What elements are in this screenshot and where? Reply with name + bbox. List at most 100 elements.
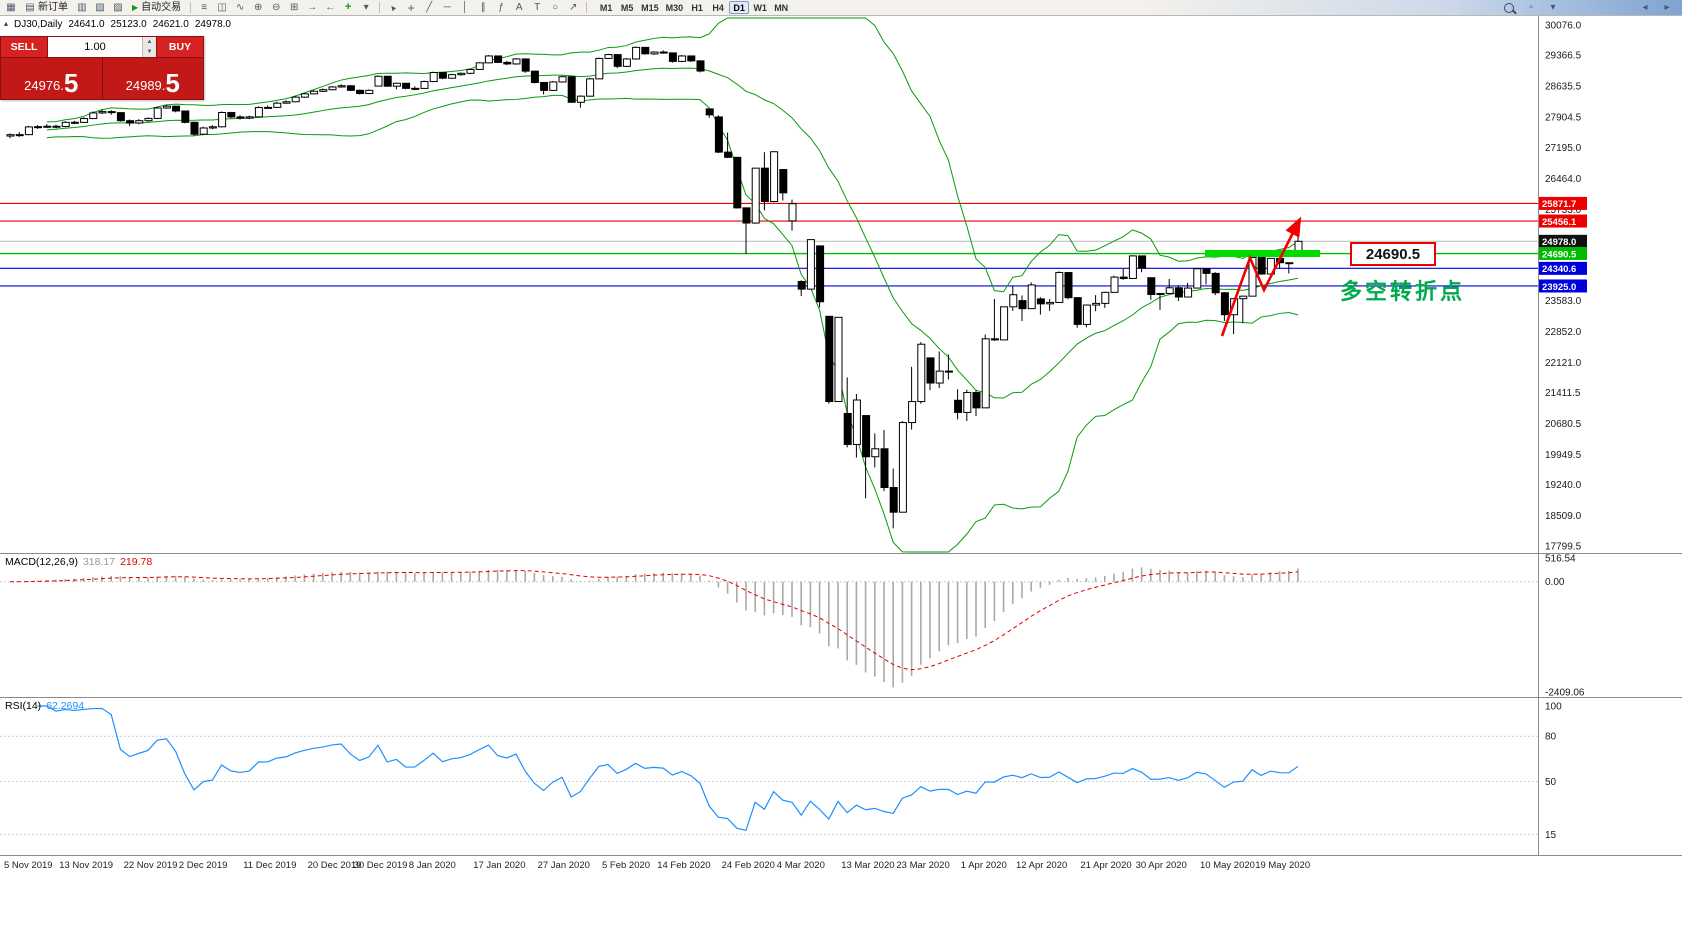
- red-trend-arrow[interactable]: [1220, 216, 1302, 337]
- candle-body: [208, 126, 217, 129]
- candle-body: [70, 121, 79, 124]
- candle: [576, 95, 585, 108]
- buy-price-frac: 5: [165, 67, 180, 98]
- macd-name: MACD(12,26,9): [5, 556, 78, 568]
- price-divider: [101, 58, 103, 99]
- candle: [944, 354, 953, 380]
- indicators-icon[interactable]: +: [344, 1, 352, 13]
- volume-increase-button[interactable]: ▲: [146, 39, 153, 45]
- text-icon[interactable]: A: [515, 1, 523, 13]
- new-chart-icon[interactable]: ▫: [1529, 1, 1533, 13]
- candle-body: [549, 81, 558, 91]
- timeframe-D1[interactable]: D1: [729, 1, 750, 14]
- timeframe-H4[interactable]: H4: [708, 1, 728, 14]
- time-axis[interactable]: 5 Nov 2019 13 Nov 2019 22 Nov 2019 2 Dec 20…: [4, 860, 1310, 871]
- channel-icon[interactable]: ∥: [480, 1, 486, 13]
- auto-scroll-icon[interactable]: →: [307, 1, 318, 13]
- candle: [80, 117, 89, 123]
- price-tag: [1539, 261, 1587, 275]
- support-level-label[interactable]: 24690.5: [1350, 242, 1436, 266]
- new-order-button[interactable]: ▤ 新订单: [21, 1, 72, 15]
- price-tag: [1539, 279, 1587, 293]
- buy-price[interactable]: 24989. 5: [103, 58, 204, 99]
- chart-icon[interactable]: ▦: [6, 1, 16, 13]
- toolbar-separator: [190, 2, 192, 13]
- candle-body: [365, 89, 374, 95]
- toolbar-separator: [586, 2, 588, 13]
- timeframe-M30[interactable]: M30: [663, 1, 687, 14]
- candle-body: [576, 95, 585, 103]
- timeframe-M15[interactable]: M15: [638, 1, 662, 14]
- date-label: 13 Mar 2020: [841, 860, 894, 871]
- chart-shift-icon[interactable]: ←: [325, 1, 336, 13]
- timeframe-M5[interactable]: M5: [617, 1, 637, 14]
- zoom-out-icon[interactable]: ⊖: [271, 1, 281, 13]
- search-icon[interactable]: [1501, 1, 1517, 15]
- vertical-line-icon[interactable]: │: [462, 1, 469, 13]
- trendline-icon[interactable]: ╱: [426, 1, 433, 13]
- candle: [494, 55, 503, 64]
- arrows-icon[interactable]: ↗: [568, 1, 578, 13]
- candle: [926, 357, 935, 391]
- price-axis-label: 22852.0: [1545, 327, 1582, 338]
- green-zone-bar[interactable]: [1205, 250, 1320, 257]
- indicator-list-icon[interactable]: ▾: [363, 1, 369, 13]
- ohlc-close: 24978.0: [194, 19, 231, 30]
- candle-body: [540, 81, 549, 91]
- candle-body: [1174, 287, 1183, 298]
- shapes-icon[interactable]: ○: [552, 1, 559, 13]
- candle-body: [1239, 295, 1248, 300]
- sell-price[interactable]: 24976. 5: [1, 58, 102, 99]
- ohlc-open: 24641.0: [68, 19, 105, 30]
- candle-body: [199, 127, 208, 135]
- candle-body: [300, 93, 309, 98]
- horizontal-line-icon[interactable]: ─: [443, 1, 451, 13]
- turning-point-annotation[interactable]: 多空转折点: [1340, 279, 1466, 304]
- zoom-in-icon[interactable]: ⊕: [253, 1, 263, 13]
- candle-body: [144, 117, 153, 122]
- autotrading-button[interactable]: ▶ 自动交易: [128, 1, 185, 15]
- timeframe-M1[interactable]: M1: [596, 1, 616, 14]
- candlestick-chart-icon[interactable]: ◫: [217, 1, 227, 13]
- price-axis-label: 23583.0: [1545, 296, 1582, 307]
- line-chart-icon[interactable]: ∿: [235, 1, 245, 13]
- bar-chart-icon[interactable]: ≡: [201, 1, 208, 13]
- volume-input[interactable]: [48, 37, 142, 57]
- price-axis[interactable]: 30076.0 29366.5 28635.5 27904.5 27195.0 26464…: [1539, 21, 1587, 553]
- bollinger-bands: [46, 17, 1299, 553]
- candle-body: [383, 75, 392, 87]
- profiles-icon[interactable]: ▧: [95, 1, 105, 13]
- candle: [1082, 304, 1091, 328]
- candle: [236, 115, 245, 120]
- toolbar: ▦ ▤ 新订单 ▥ ▧ ▨ ▶ 自动交易 ≡ ◫ ∿ ⊕ ⊖ ⊞ → ← + ▾…: [0, 0, 1682, 16]
- window-menu-icon[interactable]: ▾: [1550, 1, 1556, 13]
- crosshair-icon[interactable]: +: [407, 0, 415, 15]
- cursor-icon[interactable]: ▲: [386, 1, 399, 14]
- rsi-value: 62.2694: [46, 700, 85, 712]
- timeframe-MN[interactable]: MN: [771, 1, 791, 14]
- tile-windows-icon[interactable]: ⊞: [289, 1, 299, 13]
- fibonacci-icon[interactable]: ƒ: [498, 1, 504, 13]
- buy-button[interactable]: BUY: [156, 36, 204, 58]
- one-click-collapse-icon[interactable]: ▴: [4, 19, 9, 28]
- price-axis-label: 21411.5: [1545, 388, 1581, 399]
- candle: [751, 167, 760, 224]
- candle-body: [1138, 255, 1147, 269]
- timeframe-W1[interactable]: W1: [750, 1, 770, 14]
- ohlc-high: 25123.0: [110, 19, 147, 30]
- volume-decrease-button[interactable]: ▼: [146, 49, 153, 55]
- sell-button[interactable]: SELL: [0, 36, 48, 58]
- price-tag-text: 24340.6: [1542, 264, 1576, 275]
- timeframe-H1[interactable]: H1: [687, 1, 707, 14]
- scroll-left-icon[interactable]: ◂: [1642, 1, 1648, 13]
- data-window-icon[interactable]: ▨: [113, 1, 123, 13]
- candle-body: [245, 116, 254, 119]
- candle-body: [705, 108, 714, 116]
- candle: [346, 85, 355, 92]
- text-label-icon[interactable]: T: [534, 1, 541, 13]
- rsi-axis-label: 15: [1545, 830, 1557, 841]
- candle-body: [852, 399, 861, 445]
- charts-window-icon[interactable]: ▥: [77, 1, 87, 13]
- scroll-right-icon[interactable]: ▸: [1664, 1, 1670, 13]
